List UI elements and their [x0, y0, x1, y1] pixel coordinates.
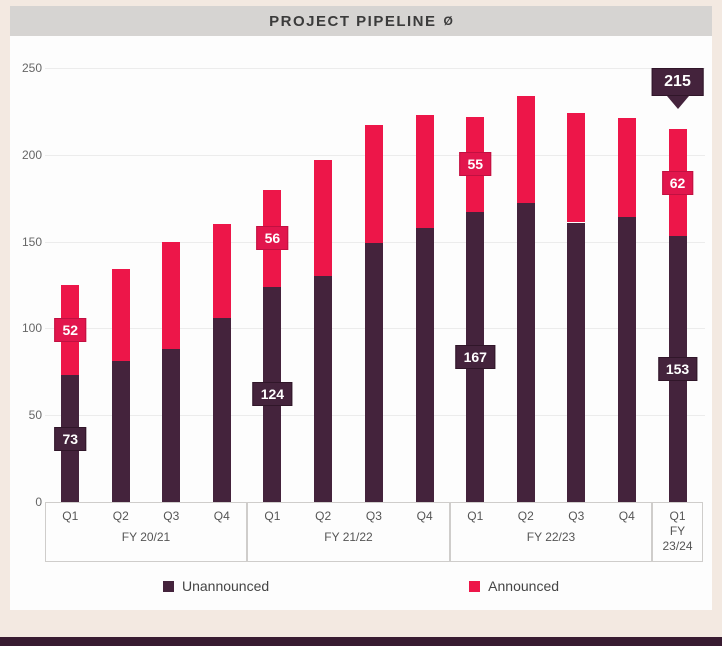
legend-item-unannounced[interactable]: Unannounced	[162, 578, 270, 594]
bar-segment-announced[interactable]	[162, 241, 181, 350]
bar-segment-unannounced[interactable]	[314, 276, 333, 502]
legend-label: Announced	[488, 578, 560, 594]
bar-segment-unannounced[interactable]	[111, 361, 130, 502]
legend-label: Unannounced	[181, 578, 270, 594]
bar-segment-announced[interactable]	[567, 113, 586, 223]
bar-segment-announced[interactable]	[364, 125, 383, 244]
legend-swatch-icon	[469, 580, 481, 592]
bar-segment-announced[interactable]	[617, 118, 636, 218]
bar-segment-announced[interactable]	[415, 114, 434, 228]
bar-segment-unannounced[interactable]	[617, 217, 636, 502]
bar-segment-announced[interactable]	[263, 189, 282, 287]
bar-segment-announced[interactable]	[314, 160, 333, 277]
bar-segment-unannounced[interactable]	[364, 243, 383, 502]
bar-segment-announced[interactable]	[61, 285, 80, 376]
bar-segment-unannounced[interactable]	[162, 349, 181, 502]
chart-legend: Unannounced Announced	[0, 578, 722, 594]
bar-segment-unannounced[interactable]	[415, 227, 434, 502]
bar-segment-unannounced[interactable]	[263, 286, 282, 502]
chart-title-bar: PROJECT PIPELINE Ø	[10, 6, 712, 36]
bottom-accent-bar	[0, 637, 722, 646]
bar-segment-unannounced[interactable]	[212, 317, 231, 502]
chart-title: PROJECT PIPELINE	[269, 12, 437, 30]
bar-segment-unannounced[interactable]	[516, 203, 535, 502]
bar-segment-unannounced[interactable]	[466, 212, 485, 502]
bar-segment-unannounced[interactable]	[567, 222, 586, 502]
bar-segment-announced[interactable]	[212, 224, 231, 318]
bar-segment-unannounced[interactable]	[668, 236, 687, 502]
legend-swatch-icon	[162, 580, 174, 592]
bar-segment-announced[interactable]	[111, 269, 130, 362]
bar-segment-unannounced[interactable]	[61, 375, 80, 502]
bar-segment-announced[interactable]	[466, 116, 485, 213]
bar-segment-announced[interactable]	[516, 95, 535, 204]
title-badge-icon[interactable]: Ø	[443, 14, 453, 28]
bar-segment-announced[interactable]	[668, 128, 687, 237]
legend-item-announced[interactable]: Announced	[469, 578, 559, 594]
